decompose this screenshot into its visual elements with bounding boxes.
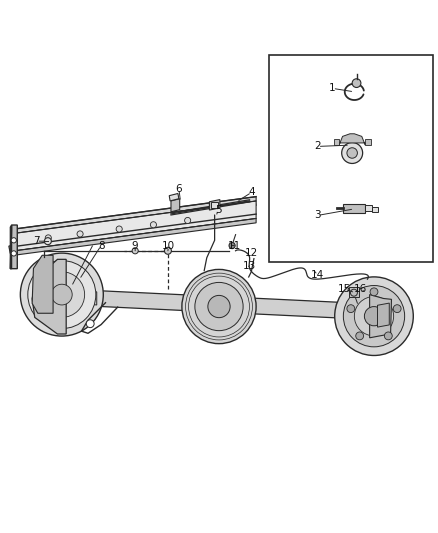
Circle shape	[11, 251, 16, 256]
Circle shape	[164, 247, 171, 254]
Circle shape	[11, 238, 16, 243]
Polygon shape	[349, 287, 359, 297]
Text: 8: 8	[98, 240, 104, 251]
Text: 7: 7	[33, 236, 40, 246]
Text: 15: 15	[338, 284, 351, 294]
Polygon shape	[11, 225, 17, 269]
Circle shape	[364, 306, 384, 326]
Polygon shape	[169, 193, 179, 201]
Polygon shape	[9, 198, 255, 250]
Polygon shape	[372, 207, 378, 212]
Text: 1: 1	[329, 83, 336, 93]
Polygon shape	[22, 287, 385, 320]
Bar	[269, 55, 433, 262]
Circle shape	[184, 217, 191, 223]
Polygon shape	[12, 219, 256, 256]
Polygon shape	[370, 295, 392, 338]
Text: 4: 4	[248, 187, 255, 197]
Text: 3: 3	[314, 211, 321, 221]
Text: 13: 13	[243, 261, 256, 271]
Polygon shape	[32, 260, 66, 334]
Polygon shape	[12, 201, 256, 251]
Circle shape	[86, 320, 94, 328]
Polygon shape	[365, 205, 372, 211]
Polygon shape	[32, 255, 53, 313]
Circle shape	[347, 148, 357, 158]
Circle shape	[51, 284, 72, 305]
Circle shape	[45, 235, 51, 241]
Circle shape	[28, 261, 96, 329]
Polygon shape	[365, 139, 371, 145]
Text: 11: 11	[228, 240, 241, 251]
Circle shape	[182, 269, 256, 344]
Circle shape	[347, 305, 355, 312]
Circle shape	[335, 277, 413, 356]
Polygon shape	[334, 139, 339, 145]
Circle shape	[77, 231, 83, 237]
Circle shape	[356, 332, 364, 340]
Polygon shape	[339, 134, 365, 145]
Circle shape	[195, 282, 243, 330]
Polygon shape	[378, 303, 389, 327]
Circle shape	[352, 79, 361, 87]
Bar	[211, 202, 218, 208]
Circle shape	[39, 272, 85, 318]
Text: 10: 10	[162, 241, 175, 252]
Circle shape	[116, 226, 122, 232]
Circle shape	[208, 295, 230, 318]
Polygon shape	[209, 199, 220, 210]
Text: 5: 5	[215, 205, 222, 215]
Circle shape	[354, 296, 394, 336]
Text: 12: 12	[245, 247, 258, 257]
Circle shape	[370, 288, 378, 296]
Circle shape	[132, 248, 138, 254]
Polygon shape	[11, 225, 12, 269]
Text: 14: 14	[311, 270, 324, 280]
Polygon shape	[66, 288, 97, 305]
Circle shape	[385, 332, 392, 340]
Circle shape	[20, 253, 103, 336]
Polygon shape	[171, 199, 180, 212]
Circle shape	[150, 222, 156, 228]
Circle shape	[342, 142, 363, 164]
Polygon shape	[12, 197, 256, 234]
Polygon shape	[343, 204, 365, 213]
Circle shape	[229, 243, 235, 248]
Text: 6: 6	[176, 184, 182, 194]
Circle shape	[393, 305, 401, 312]
Text: 16: 16	[354, 284, 367, 294]
Text: 9: 9	[132, 241, 138, 252]
Circle shape	[44, 238, 51, 245]
Text: 2: 2	[314, 141, 321, 151]
Polygon shape	[10, 202, 256, 253]
Circle shape	[343, 286, 405, 347]
